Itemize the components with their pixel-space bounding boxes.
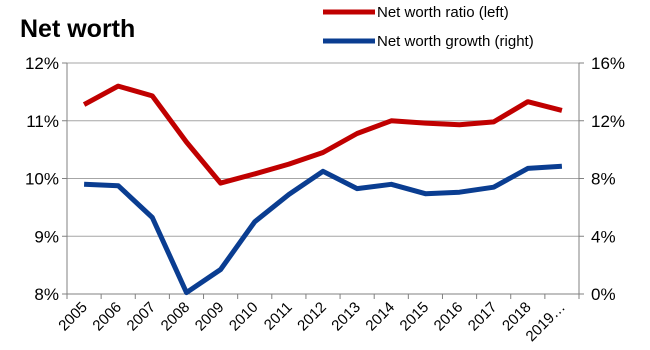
x-tick-label: 2015 [397, 299, 433, 335]
x-tick-label: 2017 [465, 299, 501, 335]
legend-label: Net worth ratio (left) [377, 4, 509, 21]
right-tick-label: 8% [591, 170, 616, 189]
x-tick-label: 2009 [192, 299, 228, 335]
x-tick-label: 2007 [124, 299, 160, 335]
x-tick-label: 2014 [362, 299, 398, 335]
legend-label: Net worth growth (right) [377, 33, 534, 50]
right-axis-ticks: 0% 4% 8% 12% 16% [591, 54, 625, 304]
x-tick-label: 2013 [328, 299, 364, 335]
left-tick-label: 11% [26, 112, 59, 131]
series-line [83, 163, 563, 296]
x-tick-label: 2008 [158, 299, 194, 335]
right-tick-label: 4% [591, 227, 616, 246]
series-lines [82, 83, 563, 296]
series-line [82, 83, 563, 186]
left-tick-label: 10% [25, 170, 59, 189]
left-tick-label: 9% [34, 227, 59, 246]
chart-title: Net worth [20, 15, 135, 43]
legend: Net worth ratio (left) Net worth growth (… [323, 4, 534, 50]
x-tick-label: 2012 [294, 299, 330, 335]
x-tick-label: 2011 [261, 299, 296, 334]
left-axis-ticks: 8% 9% 10% 11% 12% [25, 54, 59, 304]
gridlines [67, 62, 579, 237]
x-tick-label: 2006 [89, 299, 125, 335]
x-tick-label: 2005 [55, 299, 91, 335]
right-tick-label: 16% [591, 54, 625, 73]
axes [62, 62, 584, 299]
right-tick-label: 0% [591, 285, 616, 304]
left-tick-label: 12% [25, 54, 59, 73]
x-tick-label: 2016 [431, 299, 467, 335]
left-tick-label: 8% [34, 285, 59, 304]
right-tick-label: 12% [591, 112, 625, 131]
x-tick-label: 2010 [226, 299, 262, 335]
